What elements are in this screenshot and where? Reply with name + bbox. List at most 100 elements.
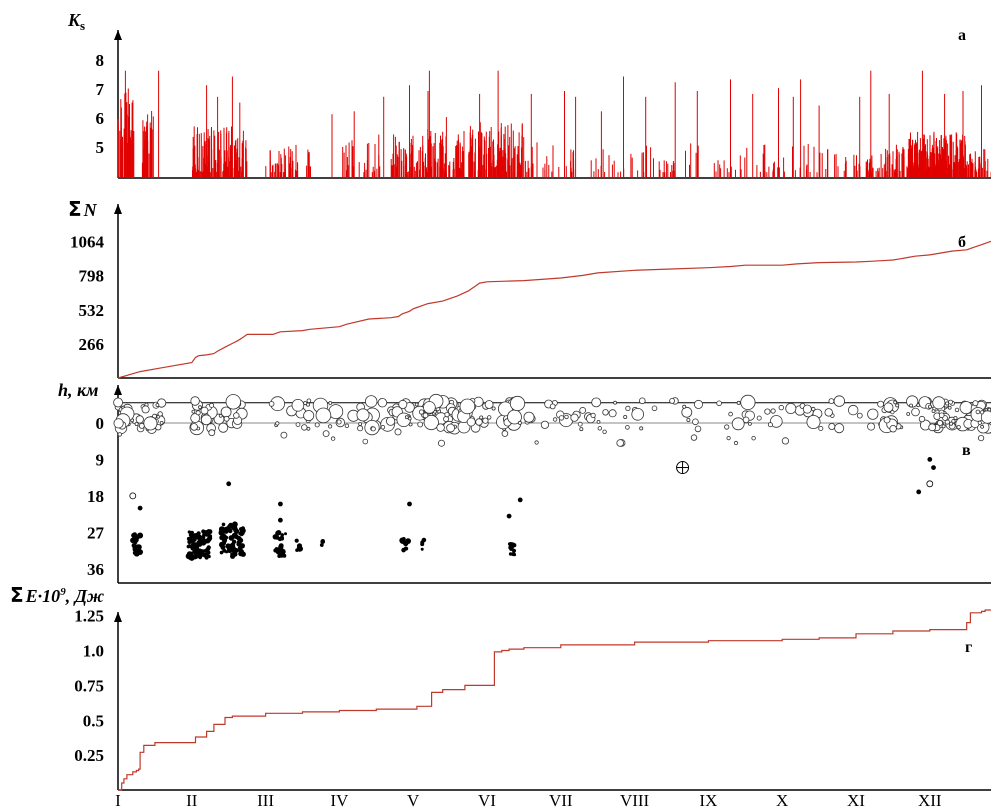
shallow-event — [487, 415, 492, 420]
panel-v-shallow-events — [113, 393, 991, 447]
deep-event — [206, 545, 211, 550]
deep-event — [188, 555, 195, 561]
panel-a-y-arrow — [114, 30, 122, 40]
shallow-event — [190, 396, 200, 406]
shallow-event — [972, 400, 979, 407]
shallow-event — [362, 438, 369, 445]
shallow-event — [597, 426, 602, 431]
deep-event — [132, 546, 137, 551]
deep-event — [282, 553, 287, 558]
shallow-event — [949, 421, 954, 426]
shallow-event — [590, 412, 596, 418]
panel-g: Σ E·109, Дж 1.25 1.0 0.75 0.5 0.25 г — [10, 583, 991, 791]
month-axis-labels: I II III IV V VI VII VIII IX X XI XII — [115, 791, 942, 810]
shallow-event — [954, 407, 960, 413]
shallow-event — [639, 426, 644, 431]
shallow-event — [200, 414, 212, 426]
shallow-event — [975, 409, 981, 415]
shallow-event — [306, 398, 312, 404]
shallow-event — [785, 402, 797, 414]
shallow-event — [482, 417, 489, 424]
shallow-event — [330, 436, 336, 441]
shallow-event — [275, 421, 280, 426]
shallow-event — [890, 410, 895, 415]
panel-a-tick-5: 5 — [96, 138, 105, 157]
shallow-event — [135, 415, 144, 424]
shallow-event — [909, 403, 913, 408]
deep-event — [280, 533, 285, 537]
shallow-event — [742, 416, 750, 424]
panel-a-bars — [117, 70, 991, 178]
panel-v-tick-36: 36 — [87, 560, 104, 579]
shallow-event — [931, 409, 936, 414]
shallow-event — [651, 405, 658, 412]
shallow-event — [408, 422, 413, 427]
deep-event — [219, 550, 224, 555]
deep-event — [194, 552, 199, 557]
shallow-event — [724, 424, 730, 430]
deep-event — [194, 555, 198, 559]
shallow-event — [223, 415, 230, 422]
deep-event — [204, 539, 209, 544]
shallow-event — [509, 395, 526, 412]
deep-event — [221, 522, 226, 527]
month-label: VII — [549, 791, 573, 810]
shallow-event — [141, 405, 150, 414]
deep-event — [131, 537, 138, 544]
shallow-event — [681, 406, 693, 418]
deep-event — [232, 524, 237, 529]
shallow-event — [380, 425, 386, 430]
shallow-event — [893, 400, 897, 405]
deep-event — [231, 532, 238, 539]
shallow-event — [159, 420, 164, 425]
shallow-event — [113, 397, 123, 408]
deep-event — [231, 548, 238, 554]
shallow-event — [398, 399, 408, 409]
shallow-event — [941, 424, 946, 429]
panel-a-ylabel: Ks — [67, 10, 85, 33]
shallow-event — [608, 409, 617, 418]
shallow-event — [602, 429, 607, 434]
deep-event — [238, 549, 244, 555]
shallow-event — [937, 419, 944, 426]
shallow-event — [824, 408, 833, 417]
deep-event — [206, 529, 211, 534]
shallow-event — [208, 429, 216, 437]
shallow-event — [356, 408, 370, 422]
shallow-event — [623, 414, 628, 419]
deep-event — [400, 539, 405, 544]
shallow-event — [694, 399, 704, 409]
deep-event — [189, 537, 196, 544]
shallow-event — [806, 414, 821, 429]
shallow-event — [769, 415, 783, 428]
shallow-event — [938, 412, 945, 419]
shallow-event — [728, 411, 733, 417]
month-label: VI — [478, 791, 496, 810]
shallow-event — [818, 425, 824, 431]
shallow-event — [802, 404, 812, 414]
shallow-event — [596, 419, 601, 424]
shallow-event — [889, 425, 897, 433]
shallow-event — [977, 434, 985, 442]
shallow-event — [577, 421, 583, 427]
shallow-event — [731, 417, 745, 431]
shallow-event — [733, 440, 739, 446]
shallow-event — [370, 426, 376, 432]
shallow-event — [385, 416, 396, 426]
shallow-event — [198, 405, 202, 410]
deep-event — [320, 539, 325, 544]
deep-event — [274, 547, 279, 551]
shallow-event — [764, 408, 771, 415]
panel-g-label: г — [965, 639, 972, 656]
shallow-event — [336, 419, 342, 425]
shallow-event — [523, 411, 535, 423]
deep-event — [277, 536, 283, 542]
shallow-event — [951, 419, 956, 424]
deep-event — [319, 543, 324, 547]
month-label: II — [186, 791, 198, 810]
panel-g-tick-0.5: 0.5 — [83, 711, 104, 730]
shallow-event — [143, 416, 158, 431]
deep-event — [517, 497, 523, 503]
shallow-event — [877, 400, 884, 408]
deep-event — [294, 538, 299, 543]
